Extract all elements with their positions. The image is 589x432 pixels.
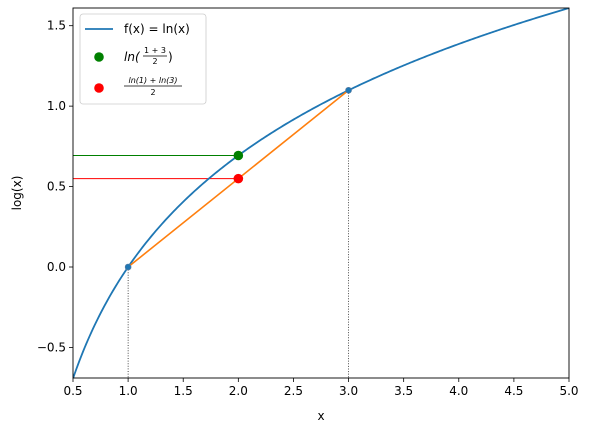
y-tick-label: 0.0 (47, 260, 66, 274)
y-tick-label: 1.5 (47, 19, 66, 33)
x-tick-label: 2.5 (284, 384, 303, 398)
legend-green-marker (94, 52, 104, 62)
x-axis-label: x (317, 409, 324, 423)
legend-green-prefix: ln( (124, 50, 141, 64)
x-tick-label: 4.0 (449, 384, 468, 398)
legend-green-suffix: ) (168, 50, 173, 64)
x-tick-label: 4.5 (504, 384, 523, 398)
x-tick-label: 0.5 (63, 384, 82, 398)
x-tick-label: 3.0 (339, 384, 358, 398)
red-point (233, 173, 244, 184)
y-axis-label: log(x) (10, 176, 24, 211)
chord-endpoint-point (345, 86, 352, 94)
chord-endpoint-point (124, 263, 132, 271)
y-tick-label: −0.5 (37, 340, 66, 354)
legend: f(x) = ln(x) ln( 1 + 3 2 ) ln(1) + ln(3)… (79, 13, 207, 105)
legend-red-numerator: ln(1) + ln(3) (128, 76, 177, 85)
plot-frame (72, 7, 570, 379)
ln-curve-line (73, 8, 569, 378)
y-tick-label: 0.5 (47, 180, 66, 194)
green-point (233, 150, 244, 161)
x-tick-label: 2.0 (229, 384, 248, 398)
x-tick-label: 1.0 (119, 384, 138, 398)
x-tick-label: 1.5 (174, 384, 193, 398)
legend-red-denominator: 2 (150, 88, 155, 97)
legend-green-denominator: 2 (152, 57, 157, 66)
legend-curve-label: f(x) = ln(x) (124, 22, 190, 36)
y-tick-label: 1.0 (47, 99, 66, 113)
legend-green-numerator: 1 + 3 (144, 46, 166, 55)
x-tick-label: 5.0 (559, 384, 578, 398)
x-tick-label: 3.5 (394, 384, 413, 398)
legend-red-marker (94, 83, 104, 93)
legend-frame (79, 13, 207, 105)
